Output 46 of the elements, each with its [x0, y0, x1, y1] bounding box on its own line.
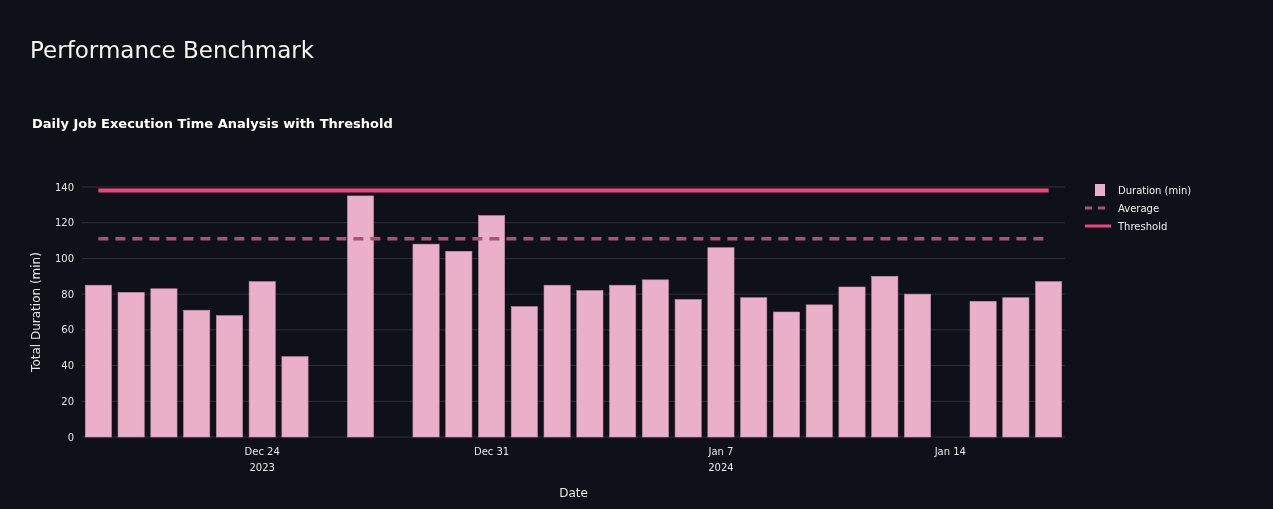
bar: [347, 195, 374, 438]
y-tick-label: 100: [54, 252, 74, 264]
bar: [445, 250, 473, 438]
x-axis-title: Date: [559, 486, 588, 500]
bar: [117, 292, 145, 438]
bar: [281, 356, 309, 438]
legend-label: Duration (min): [1118, 184, 1192, 196]
bar: [576, 290, 604, 438]
bar: [478, 215, 505, 438]
legend-label: Threshold: [1117, 220, 1168, 232]
x-tick-label: Jan 14: [933, 446, 966, 457]
bar: [674, 299, 702, 438]
x-tick-label: Jan 7 2024: [707, 446, 734, 473]
y-tick-label: 120: [54, 217, 74, 229]
y-tick-label: 40: [61, 360, 74, 372]
y-tick-label: 140: [54, 181, 74, 193]
bar: [216, 315, 243, 438]
legend-label: Average: [1118, 202, 1160, 214]
bar: [740, 297, 768, 438]
bar: [871, 275, 899, 438]
x-tick-label: Dec 24 2023: [244, 446, 280, 473]
bar: [969, 300, 997, 438]
bar: [1035, 281, 1063, 438]
bar: [904, 293, 931, 438]
bar: [150, 288, 178, 438]
bar: [183, 309, 211, 438]
y-tick-label: 20: [61, 395, 74, 407]
bar: [773, 311, 800, 438]
bar: [642, 279, 669, 438]
bar: [1002, 297, 1030, 438]
chart-title: Performance Benchmark: [30, 37, 315, 63]
bar: [510, 306, 538, 438]
bar: [805, 304, 833, 438]
bar: [84, 284, 112, 438]
y-tick-label: 60: [61, 324, 74, 336]
y-axis-title: Total Duration (min): [29, 252, 43, 373]
y-tick-label: 80: [61, 288, 74, 300]
bar: [543, 284, 571, 438]
bar: [609, 284, 637, 438]
bar: [707, 247, 735, 438]
y-tick-label: 0: [67, 431, 74, 443]
chart-subtitle: Daily Job Execution Time Analysis with Threshold: [32, 116, 393, 131]
bar: [248, 281, 276, 438]
bar: [838, 286, 866, 438]
x-tick-label: Dec 31: [473, 446, 510, 457]
bar: [412, 243, 440, 438]
